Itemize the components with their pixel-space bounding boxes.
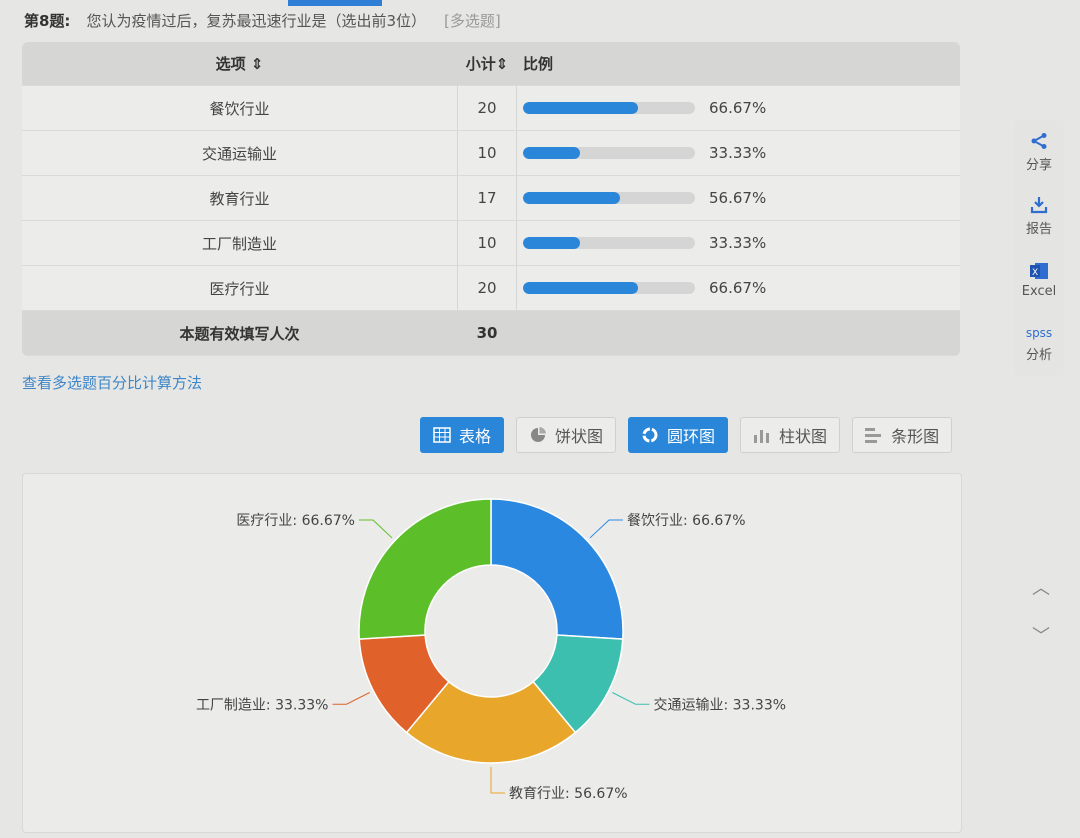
ratio-bar bbox=[523, 237, 695, 249]
header-ratio: 比例 bbox=[523, 55, 554, 73]
svg-text:X: X bbox=[1032, 268, 1038, 278]
label-leader-line bbox=[358, 519, 393, 539]
ratio-bar bbox=[523, 147, 695, 159]
table-row: 交通运输业 10 33.33% bbox=[22, 131, 960, 176]
sidebar-item-download[interactable]: 报告 bbox=[1014, 184, 1064, 248]
slice-label: 餐饮行业: 66.67% bbox=[627, 513, 746, 529]
view-button-label: 表格 bbox=[459, 427, 492, 446]
view-button-label: 圆环图 bbox=[667, 427, 716, 446]
question-number: 第8题: bbox=[24, 12, 71, 30]
pie-icon bbox=[529, 426, 547, 444]
donut-icon bbox=[641, 426, 659, 444]
slice-label: 医疗行业: 66.67% bbox=[236, 513, 355, 529]
view-button-table[interactable]: 表格 bbox=[420, 417, 505, 453]
label-leader-line bbox=[612, 692, 650, 705]
table-icon bbox=[433, 427, 451, 443]
table-row: 教育行业 17 56.67% bbox=[22, 176, 960, 221]
table-row: 餐饮行业 20 66.67% bbox=[22, 86, 960, 131]
ratio-percent: 33.33% bbox=[709, 144, 767, 162]
option-label: 工厂制造业 bbox=[201, 234, 277, 253]
question-type: [多选题] bbox=[443, 12, 501, 30]
slice-label: 教育行业: 56.67% bbox=[509, 786, 628, 802]
option-count: 20 bbox=[457, 86, 517, 130]
scroll-down-icon[interactable]: ﹀ bbox=[1032, 626, 1050, 647]
download-icon bbox=[1030, 196, 1048, 214]
sidebar-item-label: 报告 bbox=[1025, 221, 1052, 237]
donut-chart-panel: 餐饮行业: 66.67% 交通运输业: 33.33% 教育行业: 56.67% 工厂制… bbox=[22, 473, 962, 833]
ratio-percent: 66.67% bbox=[709, 99, 767, 117]
view-button-bar-chart[interactable]: 柱状图 bbox=[740, 417, 841, 453]
ratio-percent: 56.67% bbox=[709, 189, 767, 207]
label-leader-line bbox=[490, 767, 505, 794]
ratio-bar-fill bbox=[523, 102, 638, 114]
spss-icon: spss bbox=[1025, 325, 1053, 340]
option-count: 20 bbox=[457, 266, 517, 310]
scroll-up-icon[interactable]: ︿ bbox=[1032, 578, 1050, 599]
ratio-bar-fill bbox=[523, 147, 581, 159]
table-footer: 本题有效填写人次 30 bbox=[22, 311, 960, 356]
sidebar-item-label: Excel bbox=[1021, 283, 1057, 299]
view-toggle-group: 表格 饼状图 圆环图 柱状图 条形图 bbox=[420, 417, 953, 453]
bar-chart-icon bbox=[753, 427, 771, 443]
sidebar-item-excel[interactable]: X Excel bbox=[1014, 248, 1064, 312]
table-row: 工厂制造业 10 33.33% bbox=[22, 221, 960, 266]
table-row: 医疗行业 20 66.67% bbox=[22, 266, 960, 311]
donut-slice[interactable] bbox=[490, 498, 624, 640]
view-button-label: 条形图 bbox=[891, 427, 940, 446]
donut-slice[interactable] bbox=[405, 680, 577, 764]
ratio-bar bbox=[523, 282, 695, 294]
question-title: 第8题: 您认为疫情过后，复苏最迅速行业是（选出前3位） [多选题] bbox=[24, 10, 501, 31]
sidebar-item-share[interactable]: 分享 bbox=[1014, 120, 1064, 184]
sidebar-item-label: 分析 bbox=[1025, 347, 1052, 363]
donut-slice[interactable] bbox=[358, 498, 492, 640]
view-button-donut[interactable]: 圆环图 bbox=[628, 417, 729, 453]
view-button-label: 柱状图 bbox=[779, 427, 828, 446]
ratio-bar-fill bbox=[523, 192, 621, 204]
ratio-percent: 66.67% bbox=[709, 279, 767, 297]
ratio-bar-fill bbox=[523, 237, 581, 249]
footer-count: 30 bbox=[457, 311, 517, 355]
view-button-label: 饼状图 bbox=[555, 427, 604, 446]
donut-chart: 餐饮行业: 66.67% 交通运输业: 33.33% 教育行业: 56.67% 工厂制… bbox=[196, 498, 786, 802]
sidebar-item-spss[interactable]: spss 分析 bbox=[1014, 312, 1064, 376]
sidebar-item-label: 分享 bbox=[1025, 157, 1052, 173]
question-text: 您认为疫情过后，复苏最迅速行业是（选出前3位） bbox=[86, 12, 426, 30]
excel-icon: X bbox=[1029, 262, 1049, 280]
header-count[interactable]: 小计⇕ bbox=[457, 42, 517, 85]
active-tab-indicator bbox=[288, 0, 382, 6]
option-count: 10 bbox=[457, 221, 517, 265]
view-button-horizontal-bar[interactable]: 条形图 bbox=[852, 417, 953, 453]
results-table: 选项 ⇕ 小计⇕ 比例 餐饮行业 20 66.67% 交通运输业 10 33.3… bbox=[22, 42, 960, 356]
table-header: 选项 ⇕ 小计⇕ 比例 bbox=[22, 42, 960, 86]
option-label: 餐饮行业 bbox=[209, 99, 270, 118]
ratio-bar bbox=[523, 192, 695, 204]
ratio-percent: 33.33% bbox=[709, 234, 767, 252]
share-icon bbox=[1030, 132, 1048, 150]
header-option[interactable]: 选项 ⇕ bbox=[215, 55, 264, 73]
ratio-bar bbox=[523, 102, 695, 114]
label-leader-line bbox=[589, 519, 624, 539]
side-toolbar: 分享报告 X Excel spss 分析 bbox=[1014, 120, 1064, 376]
label-leader-line bbox=[332, 692, 370, 705]
option-label: 交通运输业 bbox=[201, 144, 277, 163]
footer-label: 本题有效填写人次 bbox=[179, 324, 300, 343]
ratio-bar-fill bbox=[523, 282, 638, 294]
option-label: 医疗行业 bbox=[209, 279, 270, 298]
slice-label: 工厂制造业: 33.33% bbox=[196, 697, 329, 713]
option-count: 17 bbox=[457, 176, 517, 220]
option-count: 10 bbox=[457, 131, 517, 175]
calc-method-link[interactable]: 查看多选题百分比计算方法 bbox=[22, 374, 203, 392]
horizontal-bar-icon bbox=[865, 427, 883, 443]
view-button-pie[interactable]: 饼状图 bbox=[516, 417, 617, 453]
option-label: 教育行业 bbox=[209, 189, 270, 208]
slice-label: 交通运输业: 33.33% bbox=[653, 696, 786, 713]
